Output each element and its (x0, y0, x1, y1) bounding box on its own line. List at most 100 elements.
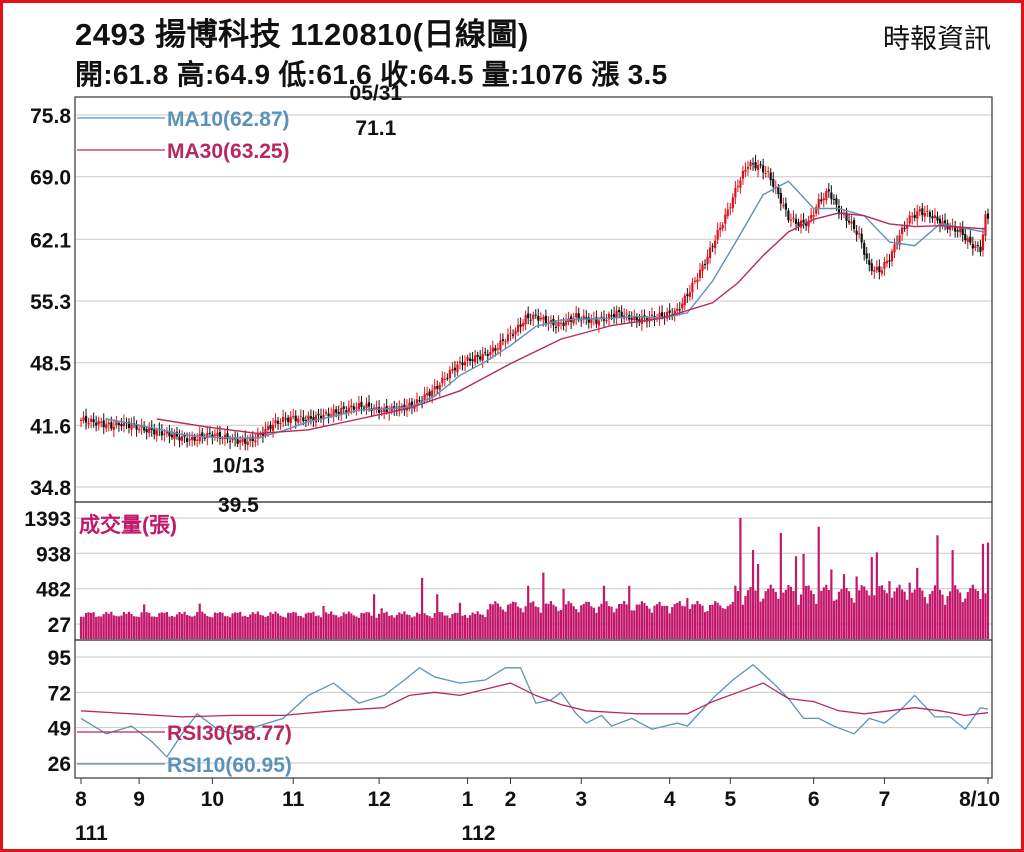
candle-body (138, 428, 141, 431)
candle-body (486, 353, 489, 357)
candle-body (148, 427, 151, 434)
candle-body (880, 270, 883, 274)
volume-bar (491, 604, 494, 639)
candle-body (984, 214, 987, 236)
volume-bar (87, 612, 90, 639)
price-y-tick-label: 48.5 (30, 353, 71, 376)
candle-body (918, 209, 921, 212)
candle-body (787, 210, 790, 221)
panel-borders (74, 96, 993, 784)
volume-bar (559, 609, 563, 639)
candle-body (936, 216, 939, 221)
volume-bar (365, 612, 368, 639)
candle-body (514, 330, 517, 335)
volume-bar (852, 602, 856, 639)
volume-bar (211, 617, 214, 639)
volume-bar (327, 613, 330, 639)
rsi-legend-0: RSI30(58.77) (167, 722, 292, 745)
candle-body (112, 426, 115, 430)
candle-body (893, 244, 896, 253)
candle-body (845, 212, 848, 221)
price-y-tick-label: 41.6 (30, 415, 71, 438)
candle-body (380, 410, 383, 413)
volume-bar (160, 612, 163, 639)
volume-bar (678, 601, 681, 639)
rsi-lines (80, 663, 989, 758)
candle-body (885, 260, 889, 264)
volume-bar (974, 589, 977, 639)
volume-bar (769, 584, 772, 639)
candle-body (769, 172, 772, 181)
candle-body (456, 364, 459, 373)
volume-bar (971, 584, 974, 639)
candle-body (562, 322, 565, 326)
volume-bar (218, 612, 222, 639)
volume-bar (289, 613, 292, 639)
candle-body (372, 407, 376, 410)
candle-body (777, 187, 780, 195)
volume-bar (360, 612, 363, 639)
volume-bar (860, 585, 863, 639)
stock-title: 2493 揚博科技 1120810(日線圖) (75, 17, 529, 52)
candle-body (413, 406, 416, 409)
volume-bar (458, 602, 462, 639)
candle-body (110, 422, 113, 429)
volume-bar (117, 616, 120, 639)
volume-bar (941, 594, 944, 639)
volume-bar (191, 616, 194, 639)
candle-body (163, 433, 166, 435)
volume-bar (378, 613, 381, 639)
candle-body (415, 399, 419, 405)
volume-bar (410, 617, 414, 639)
candle-body (911, 216, 914, 218)
volume-bar (547, 603, 550, 639)
volume-bar (375, 617, 378, 639)
rsi-y-tick-label: 49 (48, 718, 71, 741)
volume-bar (577, 612, 580, 639)
candle-body (597, 320, 601, 326)
candle-body (355, 407, 358, 409)
volume-bar (385, 611, 388, 639)
candle-body (173, 433, 176, 439)
candle-body (850, 221, 853, 224)
volume-bar (130, 613, 133, 639)
candle-body (274, 420, 277, 424)
candle-body (489, 352, 492, 356)
candle-body (751, 163, 755, 165)
candle-body (784, 203, 787, 210)
candle-body (756, 164, 760, 171)
volume-bar (959, 592, 962, 639)
volume-bar (522, 612, 525, 639)
candle-body (350, 405, 353, 408)
volume-bar (772, 588, 775, 639)
volume-bar (158, 613, 161, 639)
candle-body (90, 418, 93, 422)
volume-bar (655, 604, 659, 639)
candle-body (92, 419, 95, 423)
candle-body (789, 219, 793, 221)
candle-body (660, 312, 664, 317)
candle-body (875, 266, 878, 271)
candle-body (736, 186, 739, 188)
volume-bar (969, 588, 972, 639)
volume-bar (504, 611, 507, 639)
candle-body (855, 230, 858, 235)
candle-body (683, 295, 686, 306)
volume-bar (539, 612, 542, 639)
candle-body (322, 414, 325, 420)
candle-body (847, 220, 851, 223)
volume-bar (110, 611, 113, 639)
candle-body (959, 227, 962, 233)
volume-bar (254, 613, 257, 639)
volume-bar (850, 597, 853, 639)
volume-bar (822, 587, 825, 639)
candle-body (95, 422, 98, 426)
candle-body (522, 322, 525, 327)
candle-body (827, 189, 830, 192)
candle-body (913, 214, 916, 218)
volume-bar (132, 616, 136, 639)
volume-bar (138, 617, 141, 639)
volume-bar (645, 605, 649, 639)
candle-body (304, 420, 307, 422)
candle-body (926, 210, 929, 212)
